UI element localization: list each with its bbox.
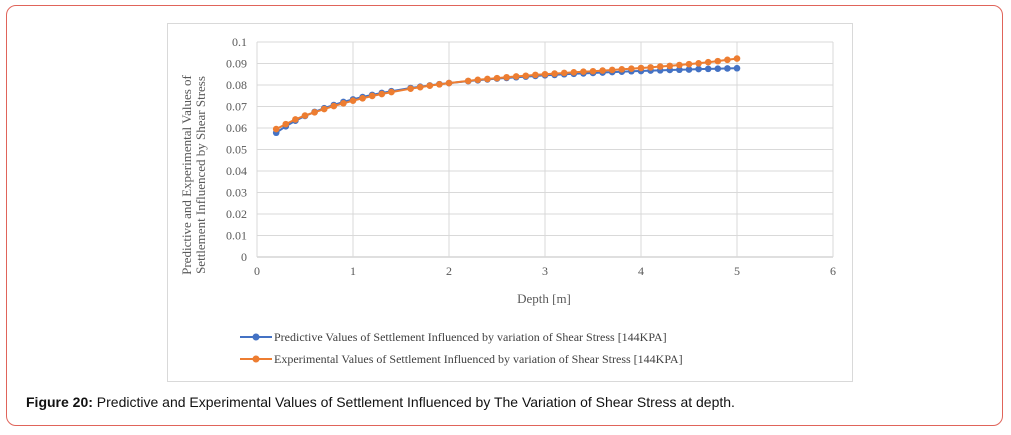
experimental-data-point xyxy=(436,81,443,88)
legend-marker-experimental xyxy=(252,355,260,363)
experimental-data-point xyxy=(685,60,693,68)
experimental-data-point xyxy=(340,99,347,107)
experimental-data-point xyxy=(378,90,386,98)
experimental-data-point xyxy=(695,59,702,67)
x-tick-labels: 0 1 2 3 4 5 6 xyxy=(254,264,836,278)
figure-caption-text: Predictive and Experimental Values of Se… xyxy=(96,394,735,410)
experimental-data-point xyxy=(493,74,501,82)
legend: Predictive Values of Settlement Influenc… xyxy=(240,330,683,366)
predictive-data-point xyxy=(733,64,741,72)
x-tick-label: 0 xyxy=(254,264,260,278)
y-tick-label: 0.02 xyxy=(226,207,247,221)
experimental-data-point xyxy=(320,105,328,113)
experimental-data-point xyxy=(368,92,376,100)
experimental-data-point xyxy=(570,69,578,76)
experimental-data-point xyxy=(272,125,280,133)
legend-label-experimental: Experimental Values of Settlement Influe… xyxy=(274,352,683,366)
experimental-data-point xyxy=(676,61,683,69)
experimental-data-point xyxy=(733,55,741,62)
y-tick-label: 0.09 xyxy=(226,57,247,71)
y-tick-label: 0.03 xyxy=(226,186,247,200)
y-axis-title-line1: Predictive and Experimental Values of xyxy=(179,74,194,274)
experimental-data-point xyxy=(599,67,606,74)
y-tick-label: 0.04 xyxy=(226,164,247,178)
x-tick-label: 3 xyxy=(542,264,548,278)
y-tick-label: 0.08 xyxy=(226,78,247,92)
legend-marker-predictive xyxy=(252,333,260,341)
experimental-data-point xyxy=(522,72,530,80)
y-tick-label: 0.01 xyxy=(226,229,247,243)
experimental-data-point xyxy=(484,75,491,83)
experimental-data-point xyxy=(666,62,674,70)
experimental-data-point xyxy=(704,58,712,66)
x-tick-label: 4 xyxy=(638,264,644,278)
figure-caption-label: Figure 20: xyxy=(26,394,93,410)
experimental-data-point xyxy=(359,95,366,102)
experimental-data-point xyxy=(532,71,539,79)
x-tick-label: 2 xyxy=(446,264,452,278)
y-tick-label: 0.06 xyxy=(226,121,247,135)
experimental-data-point xyxy=(311,109,318,116)
experimental-data-point xyxy=(445,79,453,87)
experimental-data-point xyxy=(628,65,635,72)
experimental-data-point xyxy=(474,76,482,84)
experimental-data-point xyxy=(647,64,654,71)
chart-area: 0 0.01 0.02 0.03 0.04 0.05 0.06 0.07 0.08 0.09 0.1… xyxy=(167,23,853,382)
experimental-data-point xyxy=(416,83,424,91)
predictive-data-point xyxy=(676,66,683,74)
y-tick-labels: 0 0.01 0.02 0.03 0.04 0.05 0.06 0.07 0.08 0.09 0.1 xyxy=(226,35,247,264)
line-chart: 0 0.01 0.02 0.03 0.04 0.05 0.06 0.07 0.08 0.09 0.1… xyxy=(179,35,836,366)
experimental-data-point xyxy=(282,120,290,128)
experimental-data-point xyxy=(714,57,722,65)
experimental-data-point xyxy=(551,70,558,77)
experimental-data-point xyxy=(464,77,472,85)
experimental-data-point xyxy=(503,73,510,81)
experimental-data-point xyxy=(656,63,664,70)
experimental-data-point xyxy=(580,68,587,75)
y-tick-label: 0.07 xyxy=(226,100,247,114)
experimental-data-point xyxy=(541,70,549,78)
gridlines xyxy=(256,41,834,258)
x-axis-title: Depth [m] xyxy=(517,291,571,306)
legend-label-predictive: Predictive Values of Settlement Influenc… xyxy=(274,330,667,344)
predictive-data-point xyxy=(685,66,693,73)
predictive-data-point xyxy=(714,65,722,72)
predictive-data-point xyxy=(695,65,702,73)
predictive-data-point xyxy=(704,65,712,73)
experimental-data-point xyxy=(560,69,568,77)
experimental-data-point xyxy=(608,66,616,74)
experimental-data-point xyxy=(724,56,731,64)
figure-caption: Figure 20: Predictive and Experimental V… xyxy=(26,394,735,410)
experimental-data-point xyxy=(512,73,520,80)
experimental-data-point xyxy=(589,67,597,75)
experimental-data-point xyxy=(349,97,357,104)
experimental-data-point xyxy=(407,85,414,92)
series-lines xyxy=(272,55,741,137)
y-axis-title-line2: Settlement Influenced by Shear Stress xyxy=(193,76,208,274)
experimental-data-point xyxy=(388,88,395,96)
y-tick-label: 0 xyxy=(241,250,247,264)
experimental-data-point xyxy=(292,116,299,123)
x-tick-label: 1 xyxy=(350,264,356,278)
experimental-data-point xyxy=(330,102,338,110)
predictive-data-point xyxy=(724,65,731,72)
x-tick-label: 5 xyxy=(734,264,740,278)
experimental-data-point xyxy=(301,112,309,119)
experimental-data-point xyxy=(426,82,434,89)
experimental-data-point xyxy=(637,64,645,72)
y-tick-label: 0.05 xyxy=(226,143,247,157)
y-tick-label: 0.1 xyxy=(232,35,247,49)
experimental-data-point xyxy=(618,66,626,73)
x-tick-label: 6 xyxy=(830,264,836,278)
